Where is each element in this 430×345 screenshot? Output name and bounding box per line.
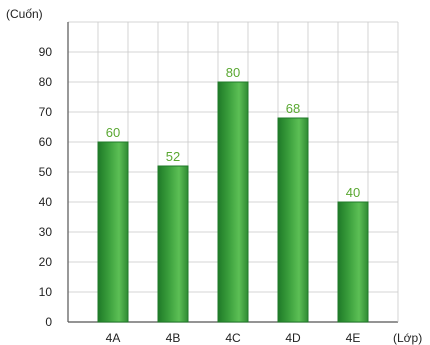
- bars: [97, 81, 369, 323]
- y-tick-label: 30: [39, 225, 53, 239]
- y-tick-labels: 0 10 20 30 40 50 60 70 80 90: [39, 45, 53, 329]
- y-tick-label: 0: [45, 315, 52, 329]
- y-tick-label: 10: [39, 285, 53, 299]
- x-tick-label: 4D: [285, 331, 301, 345]
- bar-4d: [277, 117, 309, 323]
- x-tick-labels: 4A 4B 4C 4D 4E: [106, 331, 361, 345]
- data-label: 52: [166, 149, 180, 164]
- y-tick-label: 40: [39, 195, 53, 209]
- x-tick-label: 4C: [225, 331, 241, 345]
- y-axis-label: (Cuốn): [6, 7, 43, 21]
- bar-4b: [157, 165, 189, 323]
- x-axis-label: (Lớp): [393, 331, 422, 345]
- data-label: 68: [286, 101, 300, 116]
- data-labels: 60 52 80 68 40: [106, 65, 360, 200]
- y-tick-label: 60: [39, 135, 53, 149]
- y-tick-label: 50: [39, 165, 53, 179]
- y-tick-label: 20: [39, 255, 53, 269]
- data-label: 40: [346, 185, 360, 200]
- bar-4e: [337, 201, 369, 323]
- y-tick-label: 70: [39, 105, 53, 119]
- x-tick-label: 4E: [346, 331, 361, 345]
- data-label: 80: [226, 65, 240, 80]
- bar-4c: [217, 81, 249, 323]
- y-tick-label: 80: [39, 75, 53, 89]
- y-tick-label: 90: [39, 45, 53, 59]
- data-label: 60: [106, 125, 120, 140]
- x-tick-label: 4A: [106, 331, 121, 345]
- bar-4a: [97, 141, 129, 323]
- x-tick-label: 4B: [166, 331, 181, 345]
